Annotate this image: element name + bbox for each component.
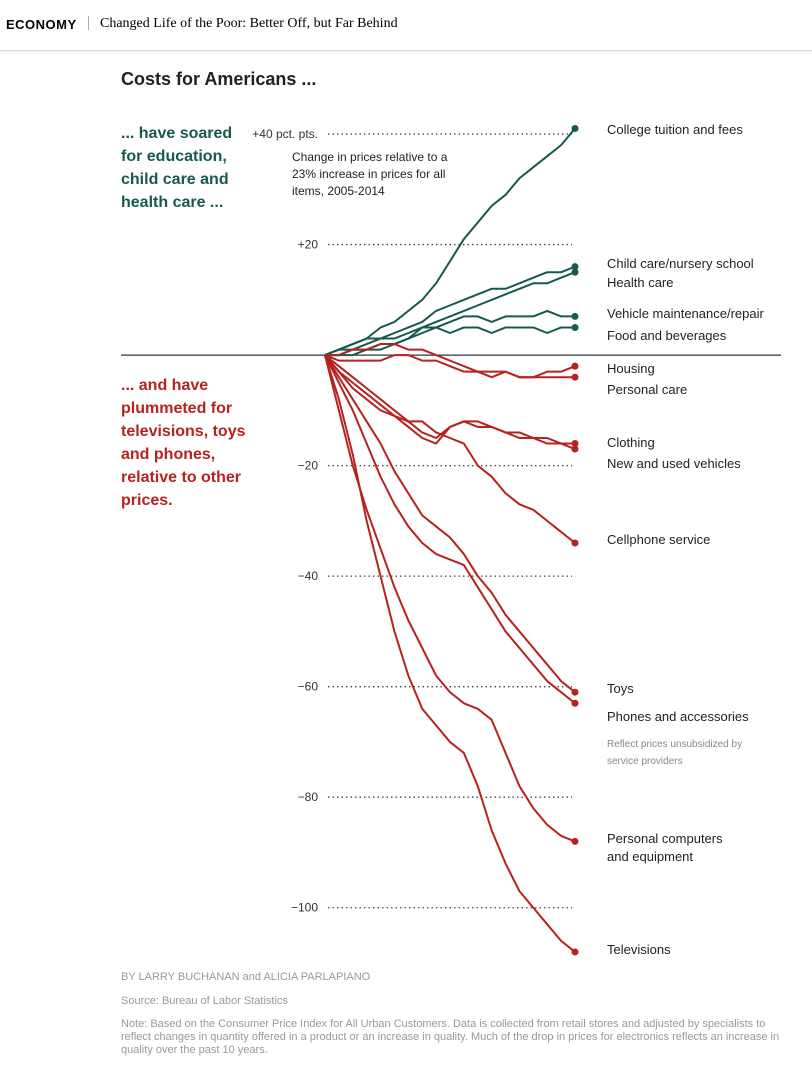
- end-point: [571, 125, 579, 133]
- end-point: [571, 948, 579, 956]
- legend-label: Child care/nursery school: [607, 256, 754, 271]
- section[interactable]: ECONOMY: [6, 17, 77, 32]
- header: ECONOMY Changed Life of the Poor: Better…: [0, 0, 812, 51]
- series-line: [324, 354, 575, 379]
- y-tick-label: +20: [298, 238, 319, 252]
- legend-label: College tuition and fees: [607, 122, 743, 137]
- note: Note: Based on the Consumer Price Index …: [121, 1018, 780, 1056]
- annotation: ... and have plummeted for televisions, …: [121, 377, 246, 509]
- divider: [88, 16, 89, 30]
- annotation: ... have soared for education, child car…: [121, 125, 233, 211]
- end-point: [571, 445, 579, 453]
- y-tick-label: −20: [298, 459, 319, 473]
- series-line: [325, 326, 575, 357]
- end-point: [571, 263, 579, 271]
- end-point: [571, 539, 579, 547]
- legend-label: Health care: [607, 275, 674, 290]
- legend-label: New and used vehicles: [607, 456, 741, 471]
- series-line: [324, 354, 576, 450]
- series-line: [324, 354, 576, 705]
- y-tick-label: −80: [298, 790, 319, 804]
- y-tick-label: −60: [298, 680, 319, 694]
- end-point: [571, 688, 579, 696]
- end-point: [571, 373, 579, 381]
- end-point: [571, 699, 579, 707]
- end-point: [571, 362, 579, 370]
- end-point: [571, 268, 579, 276]
- legend-label: Clothing: [607, 435, 655, 450]
- series-line: [324, 271, 576, 357]
- headline[interactable]: Changed Life of the Poor: Better Off, bu…: [100, 16, 398, 31]
- subtitle: Change in prices relative to a 23% incre…: [292, 150, 448, 198]
- end-point: [571, 440, 579, 448]
- chart: +40 pct. pts. +20 −20 −40 −60 −80 −100: [121, 125, 781, 956]
- end-point: [571, 323, 579, 331]
- annotation: Reflect prices unsubsidized by service p…: [607, 739, 743, 767]
- legend-label: Cellphone service: [607, 532, 711, 547]
- legend-label: Personal computers and equipment: [607, 831, 723, 864]
- series-line: [324, 265, 576, 357]
- legend-label: Vehicle maintenance/repair: [607, 306, 764, 321]
- legend-label: Food and beverages: [607, 328, 727, 343]
- series-line: [324, 354, 576, 544]
- legend-label: Televisions: [607, 942, 671, 957]
- end-point: [571, 837, 579, 845]
- end-point: [571, 312, 579, 320]
- legend-label: Toys: [607, 681, 634, 696]
- y-tick-label: +40 pct. pts.: [252, 127, 318, 141]
- legend-label: Phones and accessories: [607, 709, 749, 724]
- series-line: [324, 354, 576, 953]
- source: Source: Bureau of Labor Statistics: [121, 995, 288, 1007]
- series-line: [324, 354, 576, 843]
- chart-title: Costs for Americans ...: [121, 69, 317, 89]
- series-line: [324, 354, 575, 445]
- series-line: [324, 354, 576, 693]
- byline: BY LARRY BUCHANAN and ALICIA PARLAPIANO: [121, 971, 371, 983]
- legend-label: Personal care: [607, 382, 688, 397]
- legend-label: Housing: [607, 361, 655, 376]
- y-tick-label: −40: [298, 569, 319, 583]
- y-tick-label: −100: [291, 901, 318, 915]
